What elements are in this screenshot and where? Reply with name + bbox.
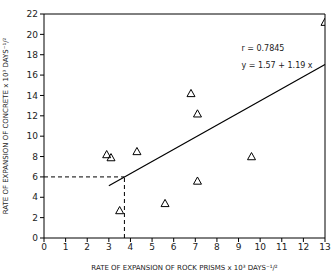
svg-text:22: 22 <box>27 9 38 19</box>
svg-text:0: 0 <box>41 242 47 252</box>
svg-text:RATE OF EXPANSION OF CONCRETE: RATE OF EXPANSION OF CONCRETE x 10³ DAYS… <box>2 37 10 214</box>
svg-text:18: 18 <box>27 50 39 60</box>
svg-text:2: 2 <box>84 242 90 252</box>
svg-text:4: 4 <box>128 242 134 252</box>
svg-text:8: 8 <box>214 242 220 252</box>
svg-text:8: 8 <box>32 152 38 162</box>
svg-text:1: 1 <box>63 242 69 252</box>
svg-text:10: 10 <box>27 131 39 141</box>
svg-text:12: 12 <box>298 242 309 252</box>
svg-text:5: 5 <box>149 242 155 252</box>
svg-text:16: 16 <box>27 70 39 80</box>
svg-text:7: 7 <box>192 242 198 252</box>
svg-text:y = 1.57 + 1.19 x: y = 1.57 + 1.19 x <box>241 61 312 70</box>
svg-text:13: 13 <box>319 242 330 252</box>
svg-text:9: 9 <box>236 242 242 252</box>
svg-text:0: 0 <box>32 233 38 243</box>
svg-text:14: 14 <box>27 91 39 101</box>
svg-text:6: 6 <box>171 242 177 252</box>
svg-text:2: 2 <box>32 213 38 223</box>
svg-text:3: 3 <box>106 242 112 252</box>
svg-text:RATE OF EXPANSION OF ROCK PRIS: RATE OF EXPANSION OF ROCK PRISMS x 10³ D… <box>91 264 278 272</box>
svg-text:r = 0.7845: r = 0.7845 <box>241 44 284 53</box>
svg-text:20: 20 <box>27 30 39 40</box>
svg-text:10: 10 <box>254 242 266 252</box>
svg-text:4: 4 <box>32 192 38 202</box>
svg-text:11: 11 <box>276 242 287 252</box>
svg-text:12: 12 <box>27 111 38 121</box>
svg-text:6: 6 <box>32 172 38 182</box>
